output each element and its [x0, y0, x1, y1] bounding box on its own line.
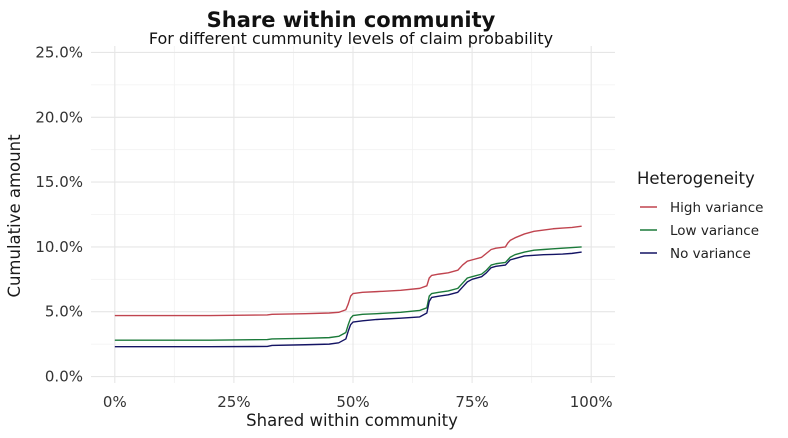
legend-items: High variance Low variance No variance [640, 200, 763, 262]
series-line-no-variance [114, 251, 582, 348]
y-tick-label: 15.0% [35, 173, 83, 191]
y-tick-label: 5.0% [45, 303, 83, 321]
x-tick-label: 100% [570, 393, 613, 411]
legend-label-low-variance: Low variance [670, 223, 759, 239]
chart-title: Share within community [207, 8, 496, 32]
x-axis-ticks: 0% 25% 50% 75% 100% [103, 393, 613, 411]
x-tick-label: 0% [103, 393, 127, 411]
y-tick-label: 20.0% [35, 108, 83, 126]
legend-label-no-variance: No variance [670, 246, 751, 262]
x-tick-label: 25% [217, 393, 250, 411]
x-tick-label: 75% [455, 393, 488, 411]
series-line-high-variance [114, 225, 582, 317]
series-line-low-variance [114, 246, 582, 341]
y-tick-label: 0.0% [45, 368, 83, 386]
y-axis-title: Cumulative amount [5, 134, 24, 298]
grid [91, 46, 615, 383]
x-tick-label: 50% [336, 393, 369, 411]
chart-subtitle: For different cummunity levels of claim … [149, 29, 553, 48]
legend: Heterogeneity High variance Low variance N… [637, 169, 763, 262]
series-lines [114, 225, 582, 348]
y-tick-label: 10.0% [35, 238, 83, 256]
y-tick-label: 25.0% [35, 43, 83, 61]
legend-label-high-variance: High variance [670, 200, 763, 216]
legend-title: Heterogeneity [637, 169, 755, 188]
y-axis-ticks: 0.0% 5.0% 10.0% 15.0% 20.0% 25.0% [35, 43, 83, 385]
x-axis-title: Shared within community [246, 411, 458, 430]
